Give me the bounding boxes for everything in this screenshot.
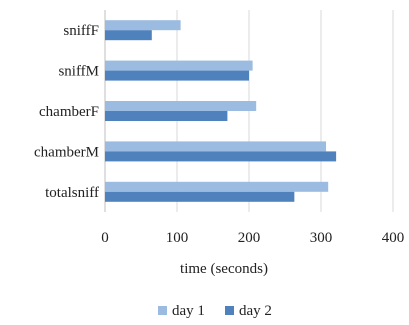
category-label: totalsniff <box>45 185 99 201</box>
bar-sniffF-day1 <box>105 20 181 31</box>
legend: day 1 day 2 <box>158 303 272 319</box>
category-label: chamberF <box>39 104 99 120</box>
bar-sniffF-day2 <box>105 30 152 41</box>
x-tick-label: 0 <box>101 230 109 246</box>
legend-label: day 2 <box>239 303 272 319</box>
x-tick-label: 200 <box>238 230 261 246</box>
bars <box>105 20 337 202</box>
x-axis-title: time (seconds) <box>180 261 268 277</box>
legend-item: day 1 <box>158 303 205 319</box>
bar-chamberF-day1 <box>105 101 257 111</box>
legend-swatch <box>158 306 167 315</box>
bar-chamberM-day2 <box>105 151 337 162</box>
category-label: sniffF <box>63 23 99 39</box>
bar-totalsniff-day2 <box>105 191 295 202</box>
bar-sniffM-day2 <box>105 70 249 81</box>
bar-totalsniff-day1 <box>105 181 329 192</box>
category-label: chamberM <box>34 144 99 160</box>
bar-chamberM-day1 <box>105 141 327 152</box>
legend-label: day 1 <box>172 303 205 319</box>
x-tick-labels: 0 100 200 300 400 <box>101 230 404 246</box>
category-label: sniffM <box>58 64 99 80</box>
x-tick-label: 100 <box>166 230 189 246</box>
legend-item: day 2 <box>225 303 272 319</box>
x-tick-label: 300 <box>310 230 333 246</box>
legend-swatch <box>225 306 234 315</box>
bar-sniffM-day1 <box>105 60 253 71</box>
x-tick-label: 400 <box>382 230 405 246</box>
category-labels: sniffF sniffM chamberF chamberM totalsniff <box>34 23 99 201</box>
bar-chamberF-day2 <box>105 111 228 121</box>
